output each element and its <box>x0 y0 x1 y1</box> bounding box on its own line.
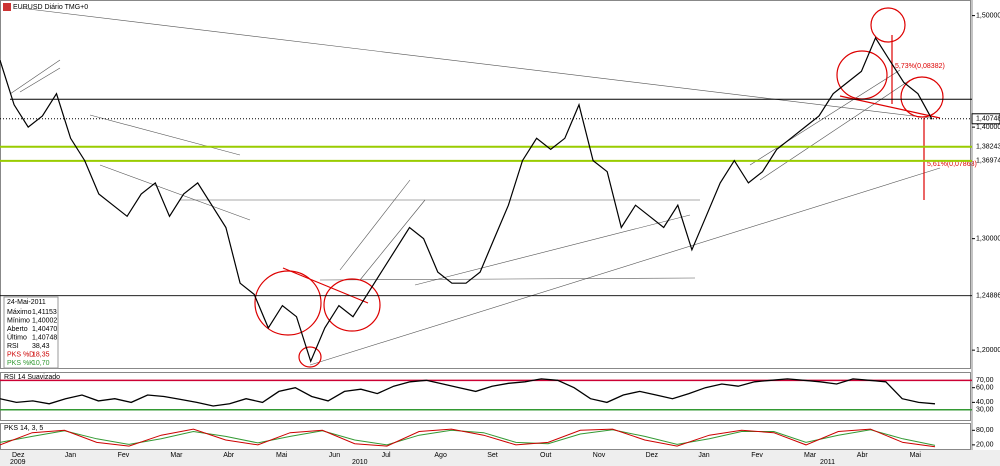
month-label: Set <box>487 452 498 459</box>
month-label: Out <box>540 452 551 459</box>
info-key: PKS %D <box>7 351 34 358</box>
indicator-line <box>0 428 936 448</box>
panel-label: RSI 14 Suavizado <box>4 374 60 381</box>
annotation: 5,61%(0,07863) <box>927 161 977 168</box>
info-value: 18,35 <box>32 351 50 358</box>
level-label: 1,36974 <box>976 158 1000 165</box>
info-value: 1,41153 <box>32 309 57 316</box>
month-label: Jan <box>698 452 709 459</box>
y-tick-label: 70,00 <box>976 377 994 384</box>
chart-title: EURUSD Diário TMG+0 <box>13 4 88 11</box>
year-label: 2010 <box>352 459 368 466</box>
month-label: Nov <box>593 452 606 459</box>
info-value: 38,43 <box>32 343 50 350</box>
month-label: Abr <box>223 452 235 459</box>
info-key: RSI <box>7 343 19 350</box>
month-label: Dez <box>12 452 25 459</box>
info-key: Aberto <box>7 326 28 333</box>
level-label: 1,38243 <box>976 144 1000 151</box>
last-price-box <box>971 113 1000 125</box>
y-tick-label: 1,30000 <box>976 235 1000 242</box>
info-key: Último <box>7 332 27 341</box>
info-key: PKS %K <box>7 360 34 367</box>
annotation: 5,73%(0,08382) <box>895 63 945 70</box>
level-label: 1,24886 <box>976 293 1000 300</box>
y-tick-label: 30,00 <box>976 407 994 414</box>
month-label: Jan <box>65 452 76 459</box>
y-tick-label: 40,00 <box>976 399 994 406</box>
info-key: Máximo <box>7 309 32 316</box>
symbol-icon <box>3 3 11 11</box>
drawings <box>9 7 941 366</box>
price-line <box>0 36 933 364</box>
month-label: Fev <box>751 452 763 459</box>
info-value: 1,40748 <box>32 334 57 341</box>
price-panel <box>0 0 971 369</box>
month-label: Dez <box>646 452 659 459</box>
month-label: Abr <box>857 452 869 459</box>
month-label: Fev <box>118 452 130 459</box>
info-panel <box>3 296 59 369</box>
indicator-line <box>0 378 936 407</box>
month-label: Ago <box>434 452 447 459</box>
y-tick-label: 80,00 <box>976 427 994 434</box>
month-label: Jul <box>382 452 391 459</box>
info-key: Mínimo <box>7 317 30 324</box>
rsi-panel <box>0 372 971 421</box>
year-label: 2011 <box>820 459 835 466</box>
indicator-line <box>0 429 936 446</box>
pks-panel <box>0 423 971 450</box>
year-label: 2009 <box>10 459 26 466</box>
info-value: 10,70 <box>32 360 50 367</box>
month-label: Mai <box>276 452 288 459</box>
panel-label: PKS 14, 3, 5 <box>4 425 43 432</box>
y-tick-label: 1,50000 <box>976 12 1000 19</box>
info-date: 24-Mai-2011 <box>7 299 46 306</box>
month-label: Jun <box>329 452 340 459</box>
y-tick-label: 1,40000 <box>976 124 1000 131</box>
y-tick-label: 60,00 <box>976 385 994 392</box>
info-value: 1,40002 <box>32 317 57 324</box>
y-tick-label: 1,20000 <box>976 347 1000 354</box>
month-label: Mai <box>910 452 922 459</box>
time-axis <box>0 450 1000 466</box>
month-label: Mar <box>170 452 183 459</box>
info-value: 1,40470 <box>32 326 57 333</box>
last-price-label: 1,40748 <box>976 116 1000 123</box>
y-tick-label: 20,00 <box>976 442 994 449</box>
month-label: Mar <box>804 452 817 459</box>
